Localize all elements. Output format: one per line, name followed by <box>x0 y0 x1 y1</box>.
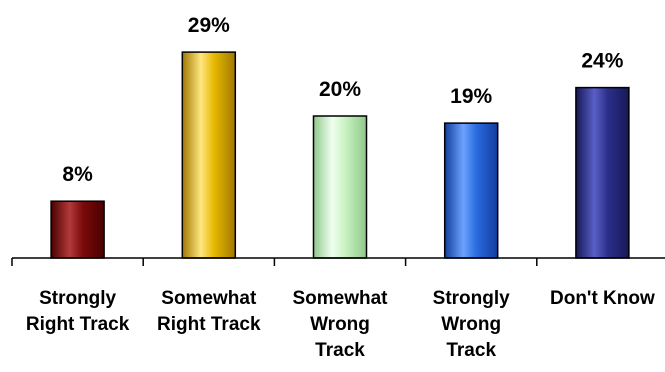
category-label: Strongly Wrong Track <box>433 288 510 361</box>
bar <box>575 86 630 259</box>
category-label: Strongly Right Track <box>26 288 130 335</box>
category-label-line: Somewhat <box>161 288 257 309</box>
bar <box>312 115 368 259</box>
category-label: Don't Know <box>550 288 655 309</box>
category-label-line: Wrong <box>441 314 501 335</box>
category-label-line: Don't Know <box>550 288 655 309</box>
data-label: 29% <box>188 14 230 37</box>
category-label: Somewhat Right Track <box>157 288 261 335</box>
x-axis <box>11 257 665 266</box>
category-label-line: Right Track <box>157 314 261 335</box>
data-label: 8% <box>62 163 93 186</box>
category-label-line: Strongly <box>39 288 116 309</box>
data-labels-layer: 8% 29% 20% 19% 24% <box>62 14 623 186</box>
data-label: 19% <box>450 85 492 108</box>
bar <box>181 51 237 259</box>
category-label: Somewhat Wrong Track <box>292 288 388 361</box>
data-label: 24% <box>581 50 623 73</box>
bar <box>443 122 499 259</box>
category-label-line: Strongly <box>433 288 510 309</box>
bars-layer <box>50 51 630 259</box>
category-label-line: Track <box>315 340 365 361</box>
category-label-line: Wrong <box>310 314 370 335</box>
data-label: 20% <box>319 78 361 101</box>
category-label-line: Track <box>446 340 496 361</box>
category-label-line: Right Track <box>26 314 130 335</box>
bar <box>50 200 105 259</box>
category-label-line: Somewhat <box>292 288 388 309</box>
